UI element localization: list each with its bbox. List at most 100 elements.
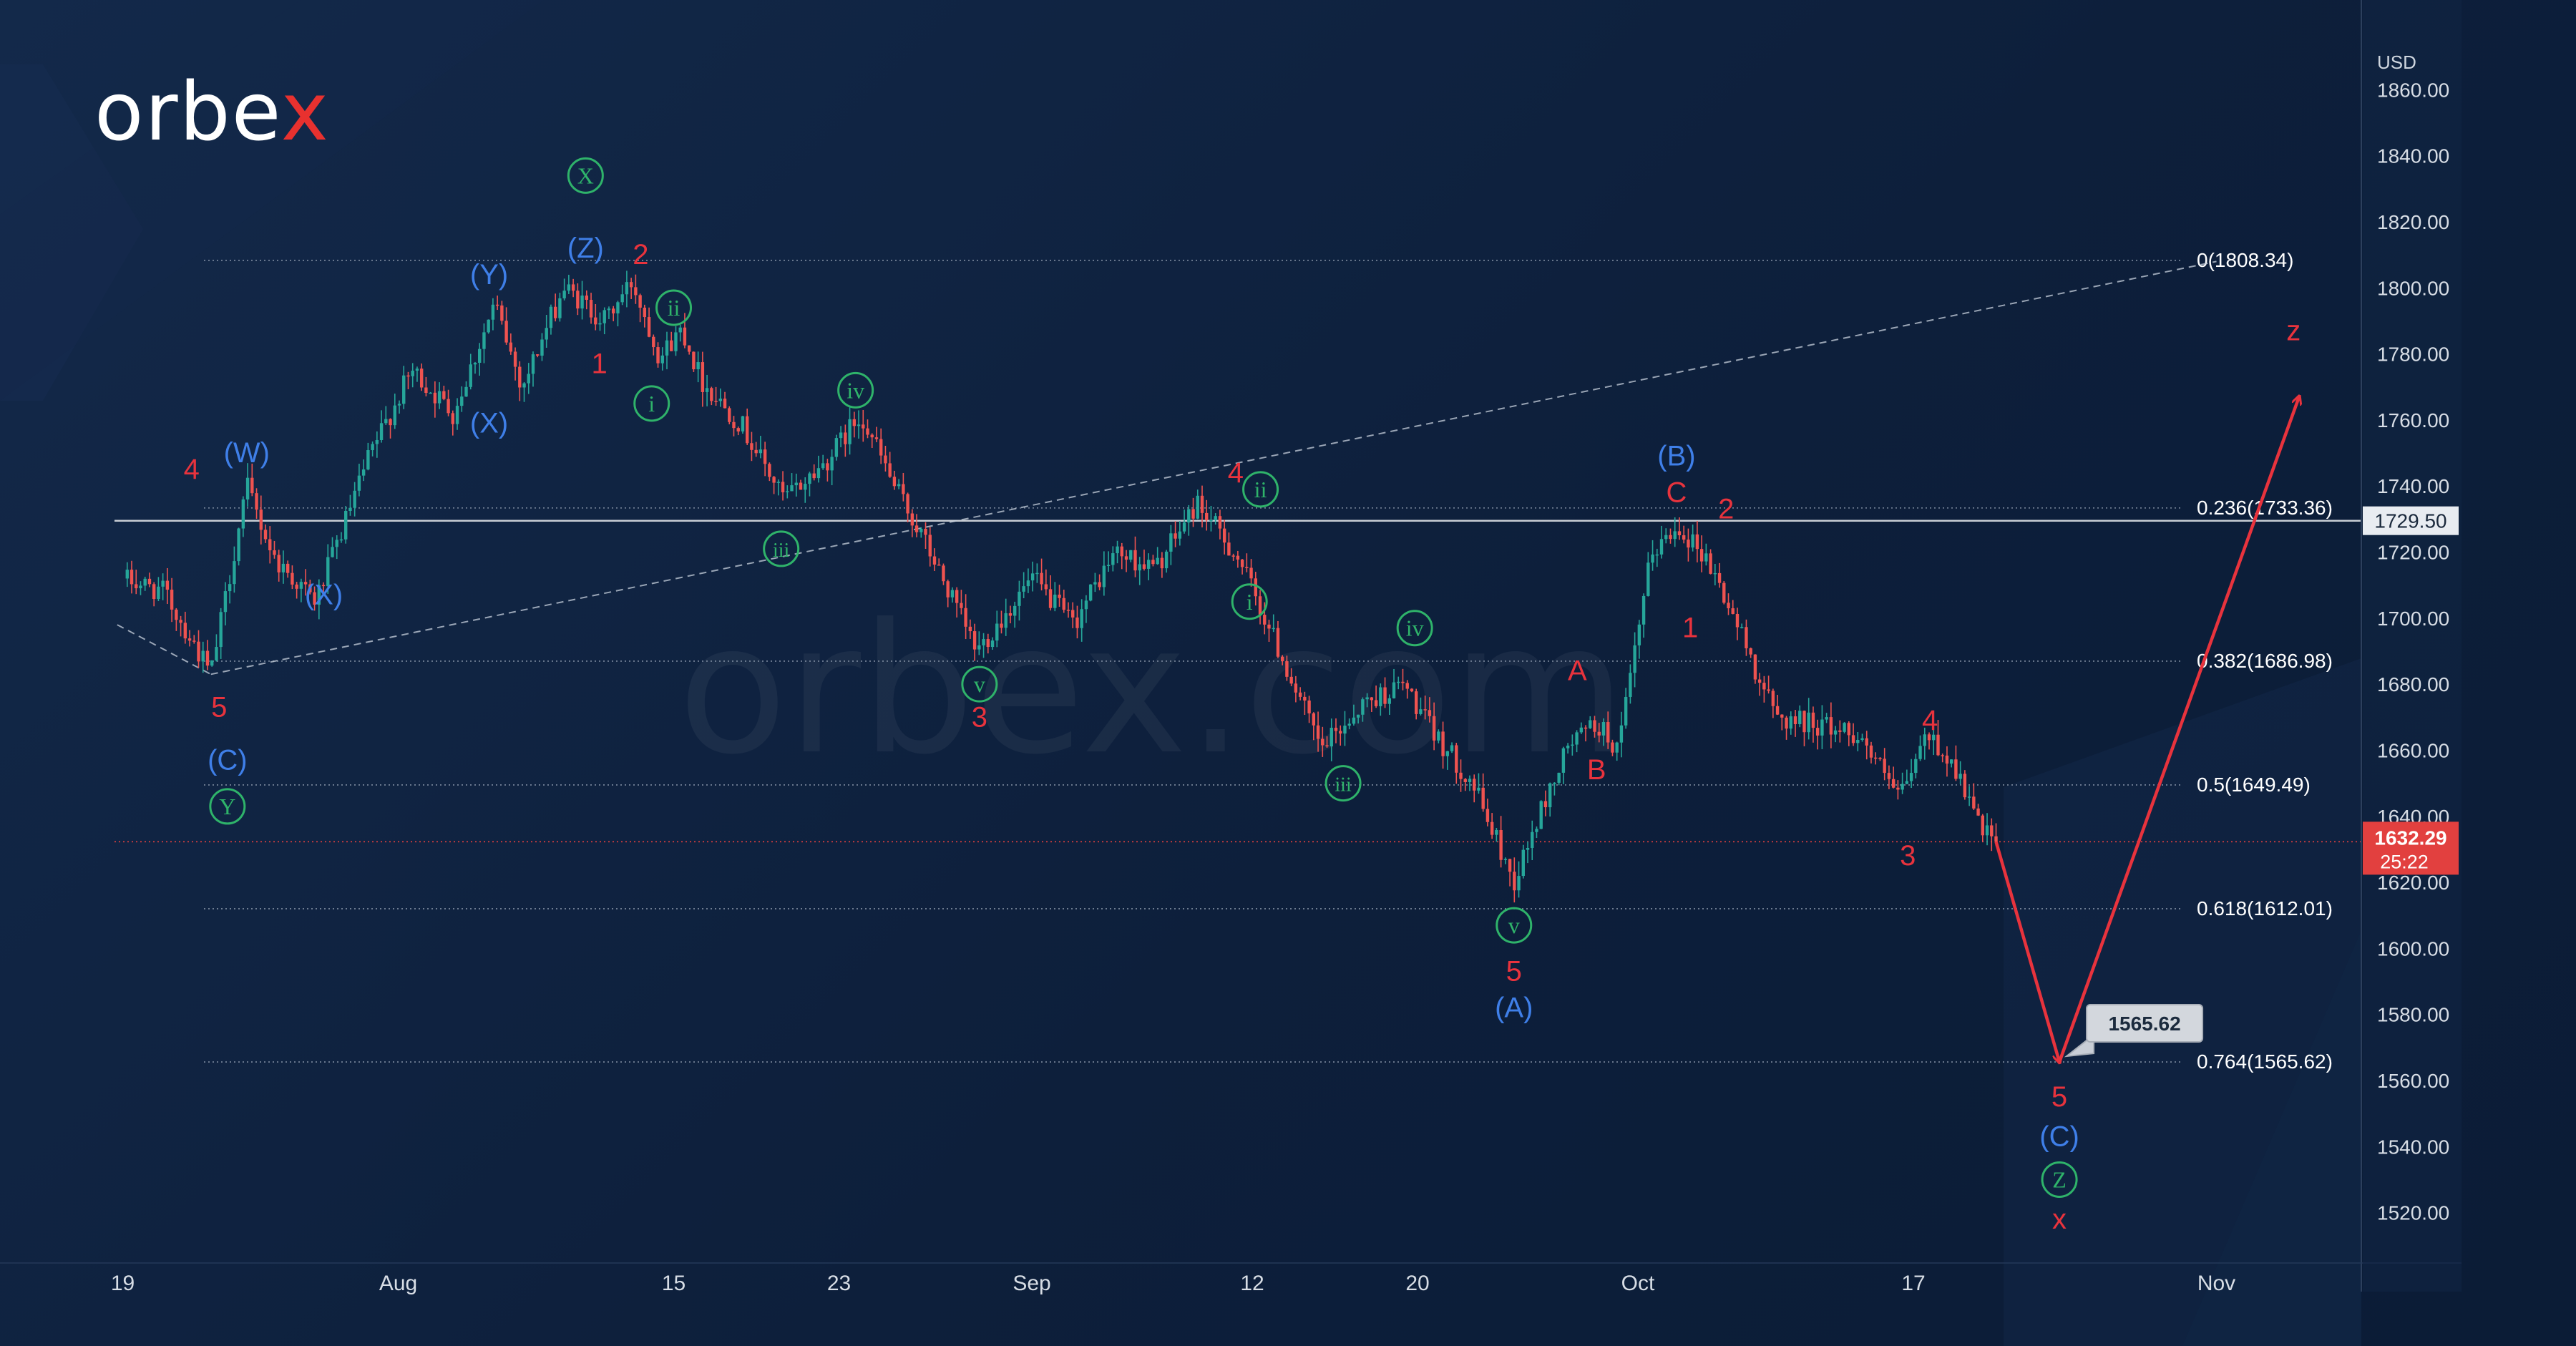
candle-body <box>1387 698 1391 704</box>
candle-body <box>1088 584 1093 601</box>
candle-body <box>1584 727 1588 729</box>
candle-body <box>1312 713 1316 726</box>
y-tick-label: 1620.00 <box>2377 872 2449 894</box>
orbex-logo: orbex <box>94 66 330 159</box>
candle-body <box>1976 808 1980 816</box>
candle-body <box>527 374 530 384</box>
wave-label: 5 <box>211 691 227 723</box>
candle-body <box>1240 559 1244 567</box>
candle-body <box>1370 697 1374 701</box>
candle-body <box>1513 872 1516 891</box>
candle-body <box>219 612 223 648</box>
candle-body <box>1156 557 1159 565</box>
candle-body <box>696 362 700 369</box>
candle-body <box>540 339 544 356</box>
candle-body <box>1972 796 1976 809</box>
candle-body <box>339 539 343 541</box>
candle-body <box>852 419 857 426</box>
candle-body <box>1709 553 1712 574</box>
candle-body <box>1843 723 1846 732</box>
candle-body <box>277 555 280 572</box>
candle-body <box>1410 688 1414 692</box>
fib-label: 0.236(1733.36) <box>2197 497 2333 519</box>
candle-body <box>313 592 316 605</box>
candle-body <box>1699 549 1704 562</box>
candle-body <box>1450 745 1454 751</box>
candle-body <box>1655 554 1659 556</box>
fib-label: 0.618(1612.01) <box>2197 897 2333 920</box>
candle-body <box>504 321 508 343</box>
fib-label: 0.5(1649.49) <box>2197 774 2311 796</box>
wave-labels: 45(C)Y(W)(X)(Y)(X)X(Z) 21iiiiviiiv34iiiiv… <box>184 157 2301 1235</box>
candle-body <box>1383 687 1387 704</box>
candle-body <box>1280 656 1284 662</box>
candle-body <box>1521 849 1525 877</box>
candle-body <box>1455 745 1458 773</box>
candle-body <box>1896 787 1900 790</box>
candle-body <box>799 482 803 490</box>
candle-body <box>786 491 789 492</box>
candle-body <box>424 387 428 394</box>
candle-body <box>634 287 638 296</box>
candle-body <box>1905 781 1909 784</box>
candle-body <box>1236 555 1240 560</box>
x-tick-label: 23 <box>827 1272 851 1295</box>
candle-body <box>1325 745 1329 747</box>
wave-label: iii <box>1335 774 1352 796</box>
candle-body <box>1923 734 1926 746</box>
candle-body <box>437 391 441 404</box>
candle-body <box>1258 596 1262 615</box>
y-tick-label: 1680.00 <box>2377 673 2449 696</box>
candle-body <box>1704 553 1708 562</box>
candle-body <box>357 475 361 491</box>
candle-body <box>518 366 522 388</box>
candle-body <box>821 463 825 469</box>
candle-body <box>1874 757 1878 759</box>
candle-body <box>210 660 214 666</box>
candle-body <box>643 307 647 318</box>
horizontal-line-price-tag[interactable] <box>2363 506 2459 535</box>
candle-body <box>1334 728 1338 731</box>
candle-body <box>1883 759 1886 774</box>
wave-label: (Z) <box>567 233 604 264</box>
candle-body <box>1129 550 1133 560</box>
candle-body <box>1365 697 1369 700</box>
candle-body <box>741 416 745 431</box>
candle-body <box>816 468 821 479</box>
fib-label: 0.382(1686.98) <box>2197 650 2333 672</box>
candle-body <box>638 295 642 308</box>
wave-label-circle <box>655 289 693 326</box>
candle-countdown-label: 25:22 <box>2380 851 2429 872</box>
candle-body <box>723 399 727 409</box>
wave-label: (C) <box>2039 1121 2079 1152</box>
candle-body <box>580 296 584 309</box>
wave-label: v <box>974 671 985 697</box>
candle-body <box>397 404 401 406</box>
candle-body <box>1048 589 1053 608</box>
candle-body <box>130 570 134 585</box>
candle-body <box>1561 748 1566 773</box>
candle-body <box>589 299 593 318</box>
candle-body <box>804 484 807 490</box>
candle-body <box>175 609 178 620</box>
candle-body <box>1200 495 1204 513</box>
x-tick-label: 15 <box>662 1272 686 1295</box>
candle-body <box>758 449 763 454</box>
wave-label: (B) <box>1657 441 1695 472</box>
candle-body <box>233 561 236 585</box>
candle-body <box>478 348 482 363</box>
candle-body <box>1267 624 1271 629</box>
y-tick-label: 1800.00 <box>2377 277 2449 299</box>
target-callout-label: 1565.62 <box>2108 1013 2180 1035</box>
candle-body <box>1356 714 1360 718</box>
x-tick-label: Sep <box>1013 1272 1050 1295</box>
current-price-tag <box>2363 821 2459 875</box>
wave-label: i <box>648 391 655 416</box>
candle-body <box>678 327 682 333</box>
candle-body <box>1307 700 1311 713</box>
wave-label: 1 <box>591 348 607 379</box>
candle-body <box>576 291 580 309</box>
candle-body <box>652 336 655 348</box>
